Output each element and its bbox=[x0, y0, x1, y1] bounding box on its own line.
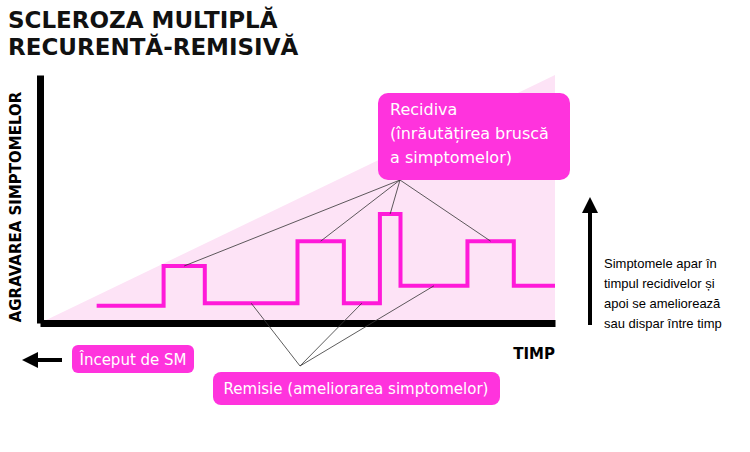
y-axis-line bbox=[37, 76, 44, 324]
note-text: apoi se ameliorează bbox=[604, 296, 721, 311]
note-text: Simptomele apar în bbox=[604, 256, 717, 271]
x-axis bbox=[41, 323, 556, 324]
relapse-pointer bbox=[184, 180, 400, 266]
y-label: AGRAVAREA SIMPTOMELOR bbox=[7, 91, 25, 322]
relapse-label: (înrăutățirea bruscă bbox=[390, 124, 549, 143]
remission-box bbox=[213, 372, 500, 405]
onset-arrow bbox=[30, 358, 62, 362]
note-arrow bbox=[588, 205, 592, 325]
relapse-box bbox=[378, 93, 570, 180]
note-text: sau dispar între timp bbox=[604, 316, 722, 331]
note-text: timpul recidivelor și bbox=[604, 276, 715, 291]
remission-pointer bbox=[300, 286, 434, 366]
title-line: SCLEROZA MULTIPLĂ bbox=[8, 6, 278, 33]
plot-area bbox=[97, 214, 555, 306]
relapse-pointer bbox=[321, 180, 400, 241]
relapse-pointer bbox=[390, 180, 400, 214]
onset-box bbox=[72, 345, 194, 373]
x-label: TIMP bbox=[513, 345, 555, 363]
title-line: RECURENTĂ-REMISIVĂ bbox=[8, 33, 298, 60]
remission-pointer bbox=[251, 303, 300, 366]
title: SCLEROZA MULTIPLĂRECURENTĂ-REMISIVĂ bbox=[8, 6, 298, 60]
diagram: SCLEROZA MULTIPLĂRECURENTĂ-REMISIVĂ AGRAV… bbox=[0, 0, 750, 452]
symptom-line bbox=[97, 214, 555, 306]
relapse-label: Recidiva bbox=[390, 100, 457, 119]
y-axis bbox=[40, 76, 41, 324]
remission-label: Remisie (ameliorarea simptomelor) bbox=[224, 380, 489, 398]
onset-label: Început de SM bbox=[78, 350, 186, 369]
relapse-label: a simptomelor) bbox=[390, 148, 512, 167]
x-axis-line bbox=[41, 320, 556, 327]
relapse-pointer bbox=[400, 180, 491, 241]
